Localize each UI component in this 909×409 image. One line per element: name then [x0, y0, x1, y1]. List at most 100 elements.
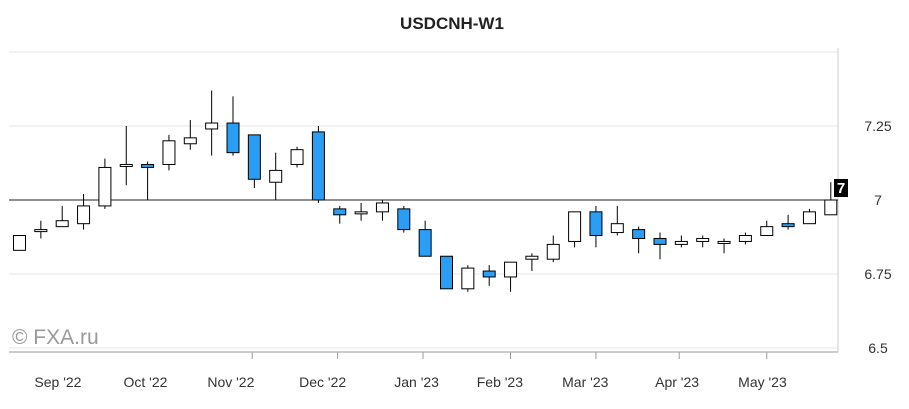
candle	[802, 208, 816, 225]
candle	[440, 255, 453, 290]
candle	[269, 152, 283, 200]
candle	[653, 232, 667, 260]
candle-body-down	[247, 134, 261, 180]
chart-title: USDCNH-W1	[400, 14, 504, 33]
x-tick-label: Nov '22	[207, 374, 254, 390]
candle	[34, 220, 48, 239]
candle-body-up	[610, 223, 624, 234]
candle	[632, 226, 646, 254]
x-tick-label: Oct '22	[124, 374, 168, 390]
candle-body-up	[375, 202, 389, 213]
candle-body-up	[354, 211, 368, 215]
candle-body-up	[568, 211, 582, 242]
candle	[589, 205, 603, 248]
candle-body-up	[13, 235, 26, 251]
candle	[824, 182, 838, 216]
candle-body-up	[55, 220, 69, 228]
x-tick-label: Mar '23	[562, 374, 608, 390]
candle-body-up	[461, 267, 475, 290]
candle	[77, 194, 91, 230]
candle-body-up	[525, 255, 539, 260]
y-tick-label: 6.75	[864, 266, 891, 282]
candle-body-up	[162, 140, 176, 165]
candle-body-up	[824, 199, 838, 216]
x-tick-label: Apr '23	[655, 374, 699, 390]
candle-body-down	[482, 270, 496, 278]
x-tick-label: Sep '22	[34, 374, 81, 390]
candle-body-down	[418, 229, 432, 257]
candle	[397, 205, 411, 233]
candle-body-up	[119, 163, 133, 167]
candle-body-down	[397, 208, 411, 231]
watermark: © FXA.ru	[12, 326, 99, 349]
candle	[98, 158, 112, 209]
y-tick-label: 7	[874, 192, 882, 208]
candle	[760, 220, 774, 237]
axis-labels: 6.5 6.75 7 7.25 Sep '22 Oct '22 Nov '22 Dec '22…	[34, 118, 891, 390]
y-tick-label: 7.25	[864, 118, 891, 134]
candle-body-down	[333, 208, 347, 216]
candle-body-up	[269, 169, 283, 183]
candle	[482, 265, 496, 286]
candle	[290, 146, 304, 168]
candle	[55, 205, 69, 228]
candle	[717, 238, 731, 254]
candle-body-down	[589, 211, 603, 237]
candle	[13, 235, 26, 251]
x-tick-label: Jan '23	[394, 374, 439, 390]
candle-body-down	[226, 122, 240, 154]
candle	[738, 232, 752, 245]
candle	[354, 202, 368, 221]
x-tick-label: Feb '23	[477, 374, 523, 390]
candle	[546, 235, 560, 263]
candle	[247, 134, 261, 189]
candle-body-up	[717, 240, 731, 244]
candle-body-down	[632, 229, 646, 239]
candle	[333, 205, 347, 224]
y-tick-label: 6.5	[868, 340, 888, 356]
candle-body-up	[34, 229, 48, 233]
candle	[568, 211, 582, 248]
current-price-badge	[834, 179, 848, 197]
candle-body-up	[760, 226, 774, 237]
candle-body-up	[674, 240, 688, 245]
candle-body-up	[802, 211, 816, 225]
candle	[205, 90, 219, 156]
candle-body-up	[696, 237, 710, 242]
candle-body-up	[290, 149, 304, 165]
candle	[375, 200, 389, 221]
candle	[461, 265, 475, 292]
candle-body-down	[141, 163, 155, 168]
candle-body-up	[77, 205, 91, 225]
candle	[504, 261, 518, 292]
candle	[162, 134, 176, 171]
candle-body-up	[98, 166, 112, 207]
current-price-label: 7	[837, 180, 845, 197]
candle	[183, 120, 197, 150]
candles	[13, 90, 838, 292]
candle	[696, 235, 710, 248]
candle-body-down	[653, 237, 667, 245]
candle-body-up	[183, 137, 197, 145]
candle-body-up	[738, 235, 752, 242]
candle-body-down	[781, 223, 795, 228]
candle	[525, 253, 539, 272]
candle-body-up	[546, 243, 560, 260]
candle	[781, 214, 795, 230]
candle	[674, 235, 688, 248]
x-tick-label: May '23	[738, 374, 787, 390]
x-tick-label: Dec '22	[299, 374, 346, 390]
candle	[311, 126, 325, 203]
candle	[141, 161, 155, 200]
candle	[226, 96, 240, 156]
axes	[9, 48, 839, 359]
candle	[119, 126, 133, 186]
candle	[610, 205, 624, 236]
candle-body-up	[205, 122, 219, 130]
candle-body-down	[311, 131, 325, 201]
candle	[418, 220, 432, 257]
candle-body-up	[504, 261, 518, 278]
candle-body-down	[440, 255, 453, 290]
